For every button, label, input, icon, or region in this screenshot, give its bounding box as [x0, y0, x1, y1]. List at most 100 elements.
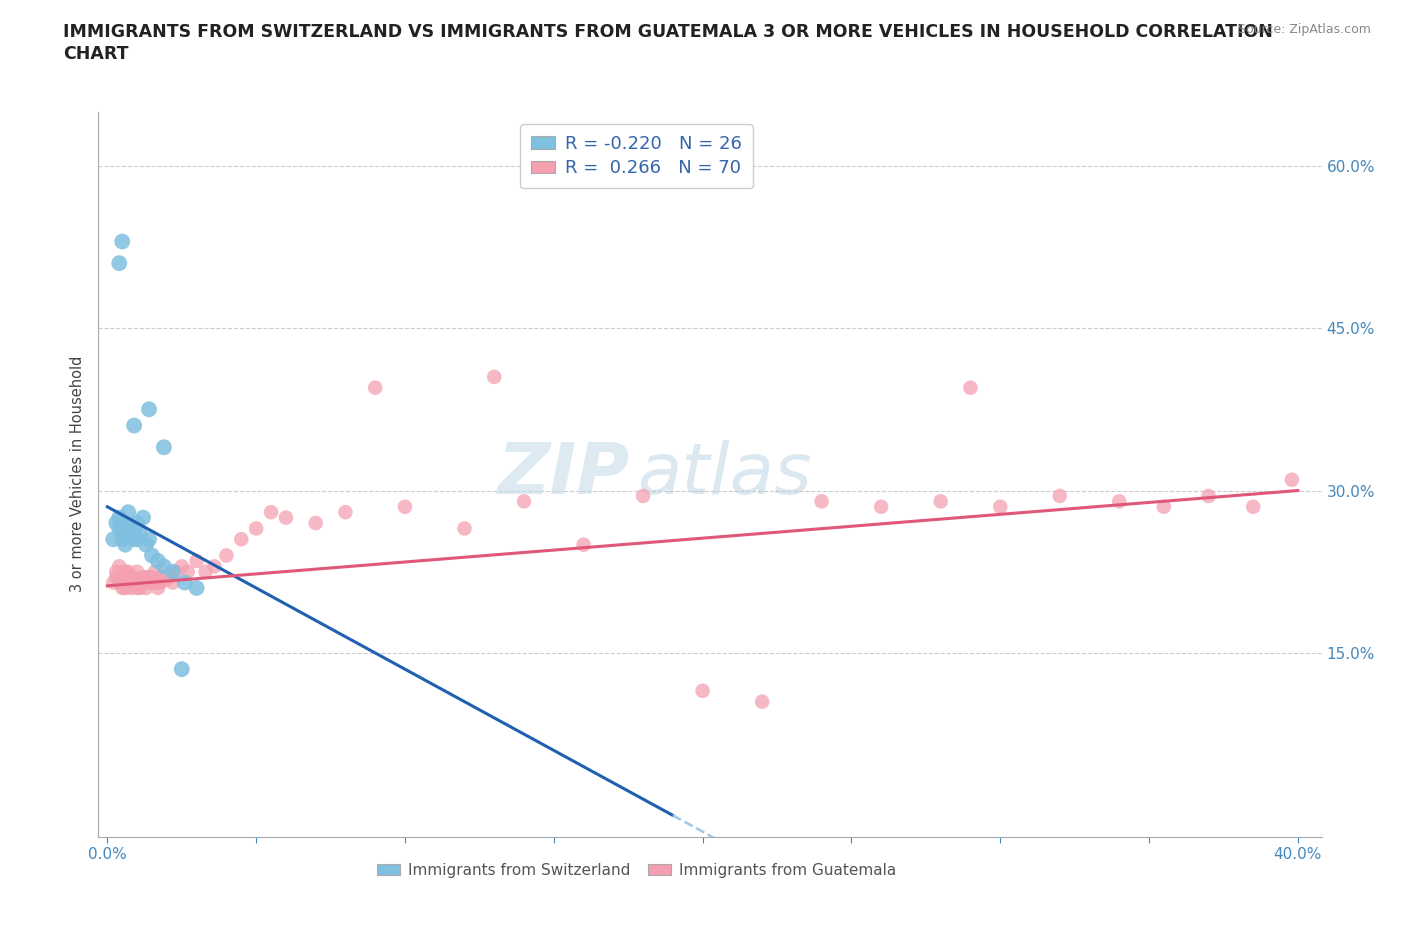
Point [120, 570, 142, 585]
Point [141, 575, 163, 590]
Point [305, 515, 328, 530]
Point [122, 521, 145, 536]
Point [103, 532, 125, 547]
Point [751, 694, 773, 709]
Point [186, 553, 208, 568]
Point [156, 572, 179, 587]
Point [153, 440, 176, 455]
Point [810, 494, 832, 509]
Point [870, 499, 893, 514]
Point [143, 575, 166, 590]
Point [103, 575, 125, 590]
Point [122, 418, 145, 433]
Point [170, 559, 193, 574]
Point [170, 662, 193, 677]
Point [1108, 494, 1130, 509]
Point [117, 575, 139, 590]
Point [153, 570, 176, 585]
Point [245, 521, 267, 536]
Point [260, 505, 283, 520]
Point [114, 570, 136, 585]
Point [132, 511, 155, 525]
Point [1241, 499, 1264, 514]
Point [988, 499, 1011, 514]
Point [114, 580, 136, 595]
Point [141, 570, 163, 585]
Point [1049, 488, 1071, 503]
Point [111, 532, 134, 547]
Point [105, 570, 128, 585]
Point [127, 580, 149, 595]
Point [117, 505, 139, 520]
Point [120, 580, 142, 595]
Text: IMMIGRANTS FROM SWITZERLAND VS IMMIGRANTS FROM GUATEMALA 3 OR MORE VEHICLES IN H: IMMIGRANTS FROM SWITZERLAND VS IMMIGRANT… [63, 23, 1274, 41]
Point [149, 575, 172, 590]
Point [111, 515, 134, 530]
Point [111, 575, 134, 590]
Point [513, 494, 536, 509]
Point [165, 565, 187, 579]
Point [692, 684, 714, 698]
Point [138, 402, 160, 417]
Point [274, 511, 297, 525]
Text: CHART: CHART [63, 45, 129, 62]
Text: atlas: atlas [637, 440, 811, 509]
Point [105, 565, 128, 579]
Point [138, 570, 160, 585]
Point [173, 575, 195, 590]
Point [186, 580, 208, 595]
Point [111, 526, 134, 541]
Point [138, 532, 160, 547]
Point [394, 499, 416, 514]
Point [108, 521, 131, 536]
Point [114, 538, 136, 552]
Point [105, 515, 128, 530]
Point [364, 380, 387, 395]
Point [929, 494, 952, 509]
Point [127, 565, 149, 579]
Point [120, 526, 142, 541]
Text: Source: ZipAtlas.com: Source: ZipAtlas.com [1237, 23, 1371, 36]
Point [572, 538, 595, 552]
Point [129, 580, 152, 595]
Point [129, 526, 152, 541]
Point [162, 575, 184, 590]
Point [111, 570, 134, 585]
Point [231, 532, 253, 547]
Point [215, 548, 238, 563]
Y-axis label: 3 or more Vehicles in Household: 3 or more Vehicles in Household [70, 356, 86, 592]
Point [129, 575, 152, 590]
Point [127, 515, 149, 530]
Point [122, 570, 145, 585]
Point [1153, 499, 1175, 514]
Point [122, 575, 145, 590]
Point [135, 580, 157, 595]
Point [108, 575, 131, 590]
Point [204, 559, 226, 574]
Point [631, 488, 654, 503]
Point [143, 565, 166, 579]
Point [135, 570, 157, 585]
Point [1198, 488, 1220, 503]
Point [111, 580, 134, 595]
Point [146, 575, 169, 590]
Point [335, 505, 357, 520]
Point [114, 565, 136, 579]
Point [127, 532, 149, 547]
Point [117, 565, 139, 579]
Point [1281, 472, 1303, 487]
Point [484, 369, 506, 384]
Text: ZIP: ZIP [498, 440, 630, 509]
Point [149, 570, 172, 585]
Point [132, 575, 155, 590]
Point [122, 532, 145, 547]
Point [108, 256, 131, 271]
Point [111, 234, 134, 249]
Point [146, 580, 169, 595]
Point [959, 380, 981, 395]
Point [132, 570, 155, 585]
Point [135, 538, 157, 552]
Point [159, 567, 181, 582]
Legend: Immigrants from Switzerland, Immigrants from Guatemala: Immigrants from Switzerland, Immigrants … [371, 857, 903, 884]
Point [108, 559, 131, 574]
